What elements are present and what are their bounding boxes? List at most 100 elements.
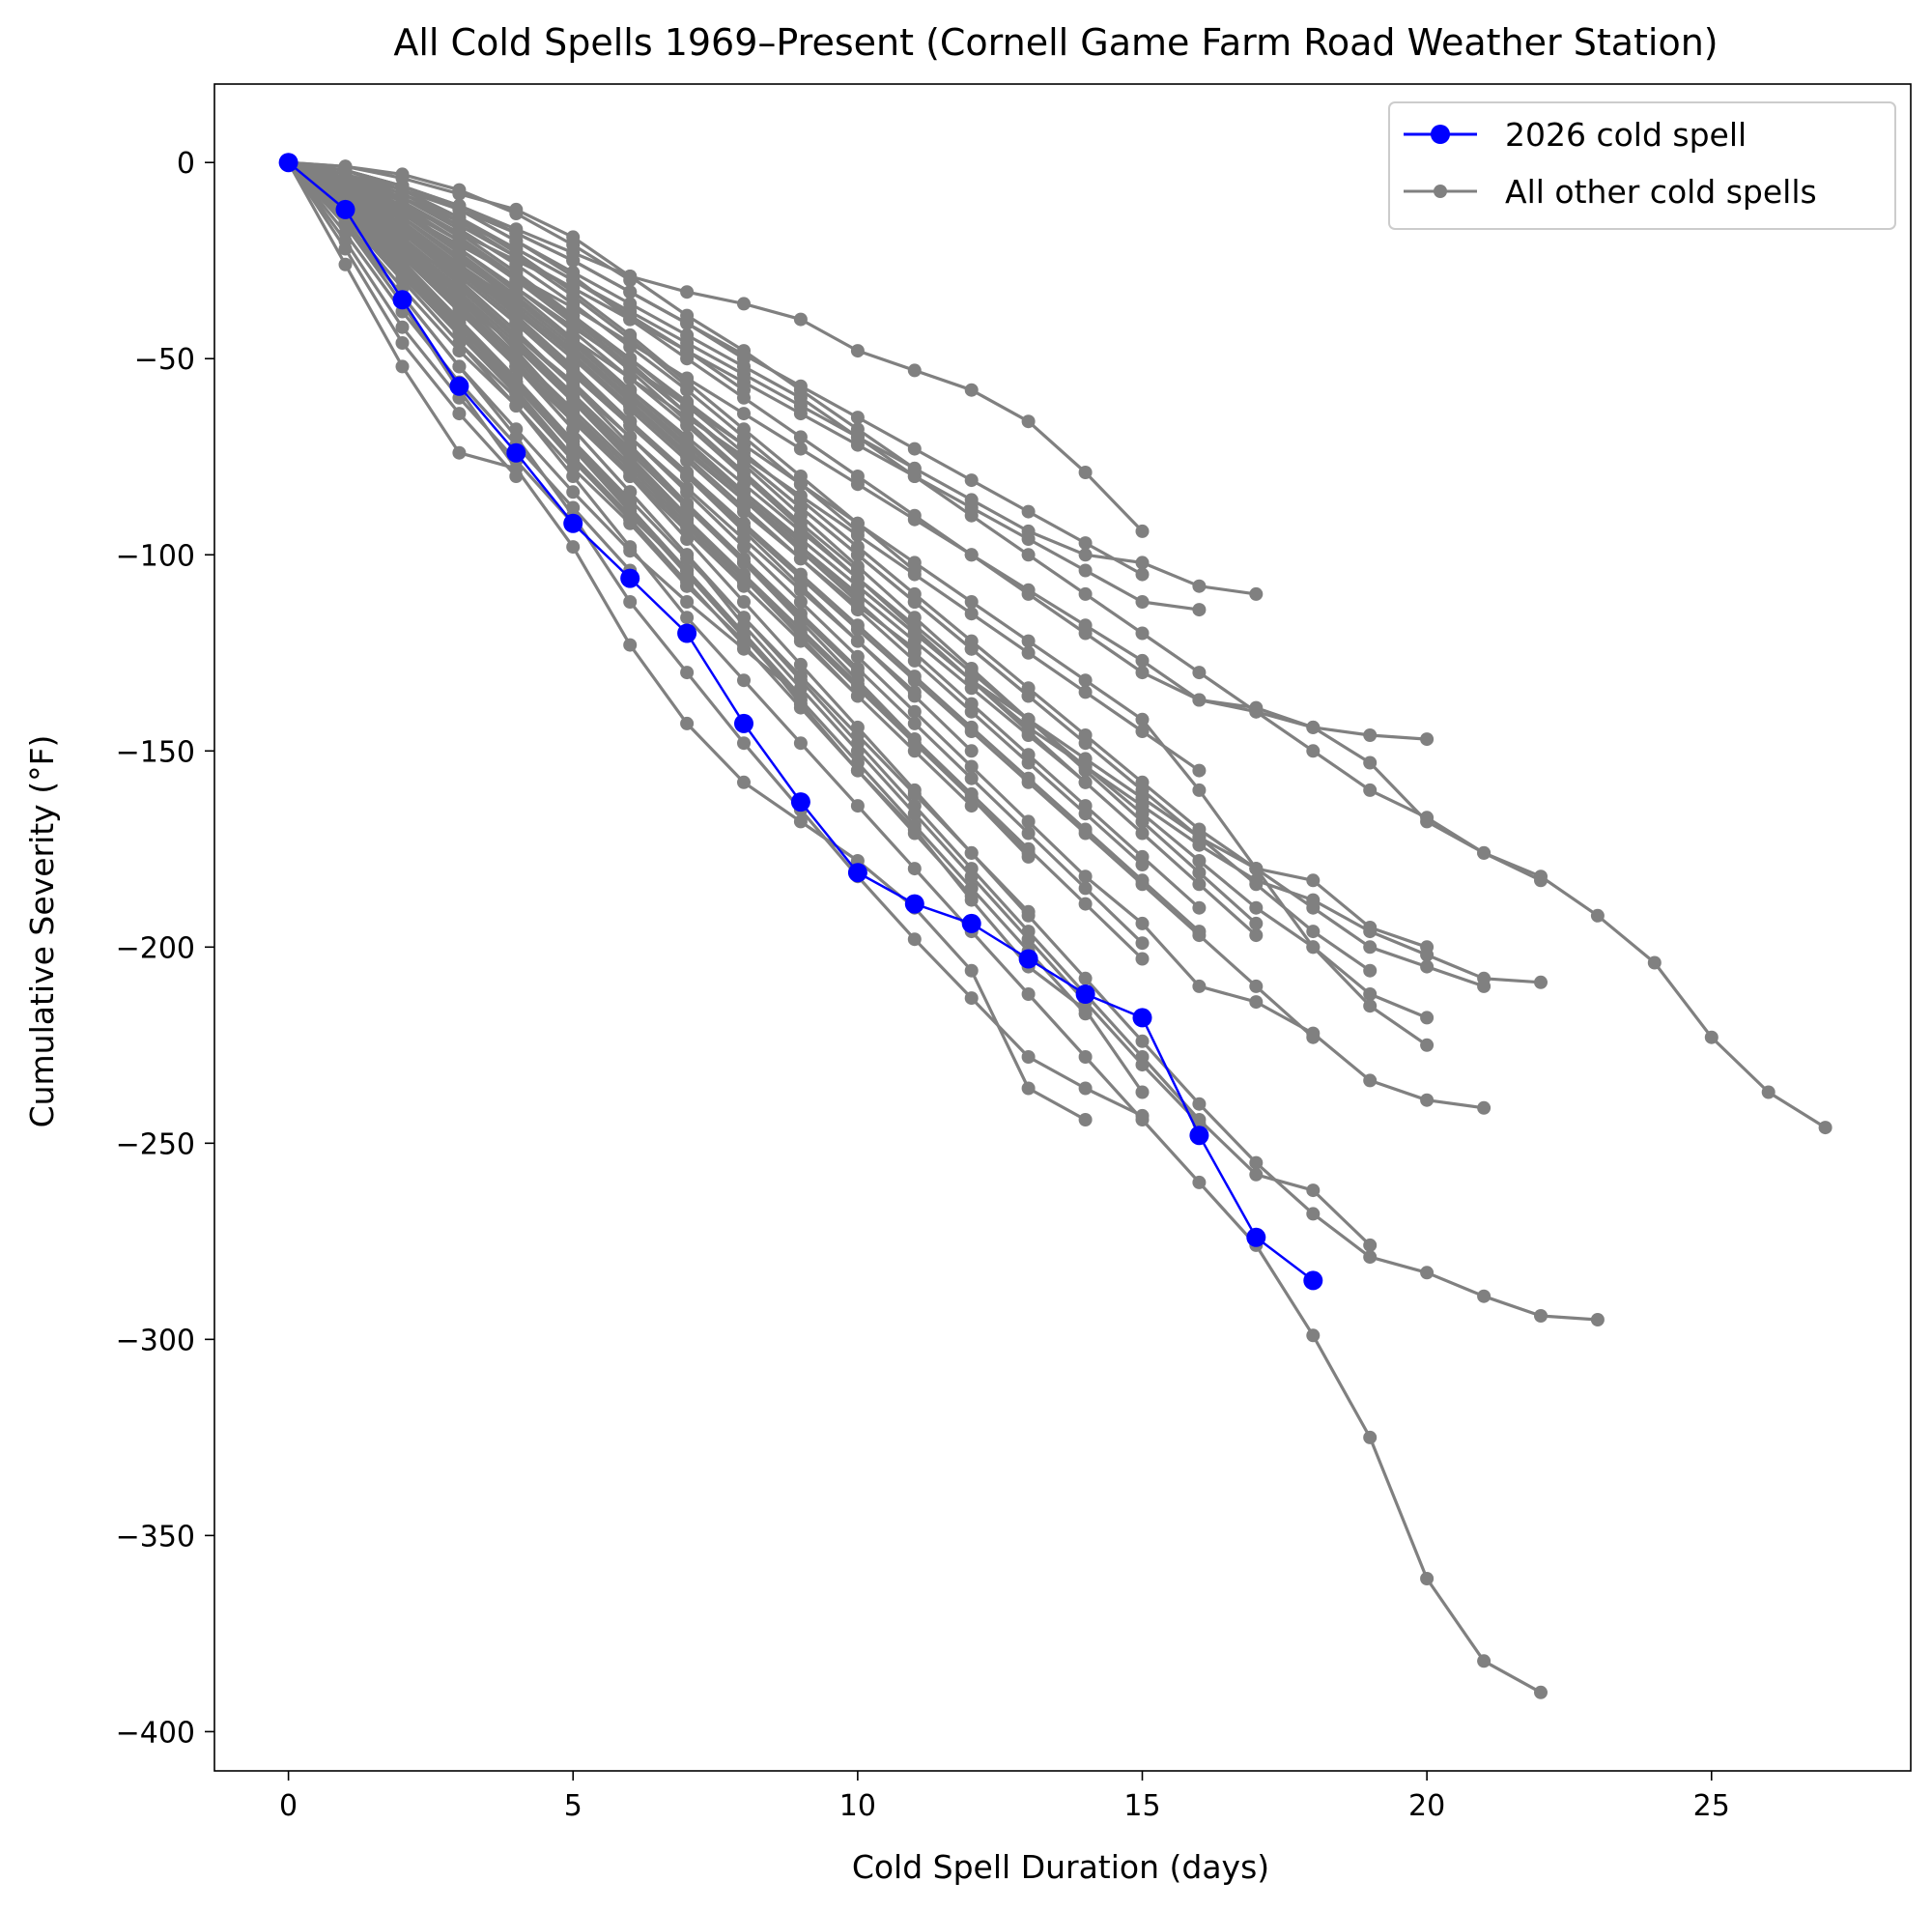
cold-spell-point — [566, 485, 581, 499]
cold-spell-point — [1135, 666, 1150, 680]
cold-spell-point — [395, 320, 410, 334]
cold-spell-point — [737, 611, 751, 625]
cold-spell-point — [1534, 873, 1548, 888]
cold-spell-point — [623, 595, 638, 609]
cold-spell-point — [1761, 1085, 1776, 1099]
cold-spell-series-73 — [281, 156, 1492, 1115]
y-tick-label: −100 — [116, 539, 195, 573]
cold-spell-point — [793, 477, 808, 492]
cold-spell-point — [566, 422, 581, 437]
cold-spell-point — [964, 991, 979, 1006]
cold-spell-point — [793, 626, 808, 641]
cold-spell-point — [793, 430, 808, 444]
cold-spell-point — [1477, 1100, 1492, 1115]
cold-spell-point — [623, 485, 638, 499]
cold-spell-point — [1021, 1081, 1036, 1096]
cold-spell-point — [452, 445, 467, 460]
cold-spell-point — [1021, 414, 1036, 429]
cold-spell-point — [793, 657, 808, 671]
cold-spell-point — [907, 670, 922, 684]
cold-spell-point — [680, 548, 695, 562]
cold-spell-point — [1249, 704, 1264, 719]
cold-spell-line — [288, 160, 916, 470]
x-tick-label: 0 — [279, 1789, 298, 1823]
cold-spell-point — [1249, 862, 1264, 876]
cold-spell-point — [1135, 524, 1150, 538]
cold-spell-point — [566, 300, 581, 315]
cold-spell-point — [1363, 755, 1378, 770]
cold-spell-point — [737, 375, 751, 389]
highlight-point — [278, 153, 298, 173]
cold-spell-point — [850, 666, 865, 680]
cold-spell-point — [1135, 556, 1150, 570]
y-tick-label: −300 — [116, 1324, 195, 1357]
cold-spell-point — [623, 540, 638, 555]
cold-spell-point — [737, 438, 751, 452]
y-tick-label: −200 — [116, 931, 195, 965]
cold-spell-point — [509, 253, 524, 268]
cold-spell-point — [623, 270, 638, 283]
cold-spell-point — [850, 477, 865, 492]
cold-spell-point — [1420, 1011, 1435, 1025]
cold-spell-point — [964, 673, 979, 688]
cold-spell-point — [680, 516, 695, 530]
cold-spell-point — [452, 359, 467, 374]
cold-spell-point — [1534, 975, 1548, 989]
cold-spell-point — [1021, 814, 1036, 829]
highlight-point — [1132, 1008, 1152, 1028]
cold-spell-point — [1306, 1328, 1321, 1343]
cold-spell-point — [793, 697, 808, 711]
cold-spell-point — [793, 611, 808, 625]
cold-spell-point — [1306, 940, 1321, 955]
cold-spell-point — [1363, 783, 1378, 797]
cold-spell-point — [452, 281, 467, 296]
cold-spell-point — [1021, 826, 1036, 841]
highlight-point — [1303, 1270, 1323, 1291]
cold-spell-point — [452, 186, 467, 201]
cold-spell-point — [1192, 900, 1207, 915]
cold-spell-point — [964, 893, 979, 907]
cold-spell-point — [850, 720, 865, 734]
cold-spell-point — [1306, 893, 1321, 907]
cold-spell-point — [907, 716, 922, 730]
cold-spell-point — [907, 822, 922, 837]
cold-spell-point — [509, 399, 524, 413]
cold-spell-point — [964, 771, 979, 785]
cold-spell-point — [907, 586, 922, 601]
cold-spell-point — [509, 270, 524, 283]
cold-spell-point — [623, 390, 638, 405]
y-tick-label: −150 — [116, 735, 195, 769]
cold-spell-point — [566, 320, 581, 334]
highlight-point — [392, 290, 412, 310]
cold-spell-point — [793, 379, 808, 393]
cold-spell-point — [964, 697, 979, 711]
cold-spell-point — [566, 230, 581, 244]
legend: 2026 cold spell All other cold spells — [1388, 101, 1896, 230]
cold-spell-point — [1306, 873, 1321, 888]
cold-spell-point — [623, 359, 638, 374]
y-tick-label: 0 — [177, 147, 195, 181]
cold-spell-point — [1363, 925, 1378, 939]
cold-spell-point — [1078, 563, 1093, 578]
cold-spell-point — [680, 399, 695, 413]
cold-spell-point — [509, 344, 524, 358]
cold-spell-point — [964, 383, 979, 397]
cold-spell-point — [737, 485, 751, 499]
cold-spell-point — [680, 532, 695, 546]
cold-spell-point — [1135, 826, 1150, 841]
cold-spell-point — [1135, 775, 1150, 789]
cold-spell-point — [566, 363, 581, 378]
cold-spell-point — [1078, 897, 1093, 911]
cold-spell-point — [737, 775, 751, 789]
highlight-point — [1189, 1126, 1209, 1146]
cold-spell-point — [907, 799, 922, 813]
highlight-point — [847, 863, 867, 883]
highlight-point — [734, 713, 753, 733]
cold-spell-point — [509, 328, 524, 342]
cold-spell-point — [1078, 775, 1093, 789]
cold-spell-point — [1021, 748, 1036, 762]
y-tick-label: −250 — [116, 1127, 195, 1161]
highlight-point — [1018, 949, 1038, 969]
cold-spell-point — [680, 500, 695, 515]
cold-spell-point — [1192, 838, 1207, 852]
